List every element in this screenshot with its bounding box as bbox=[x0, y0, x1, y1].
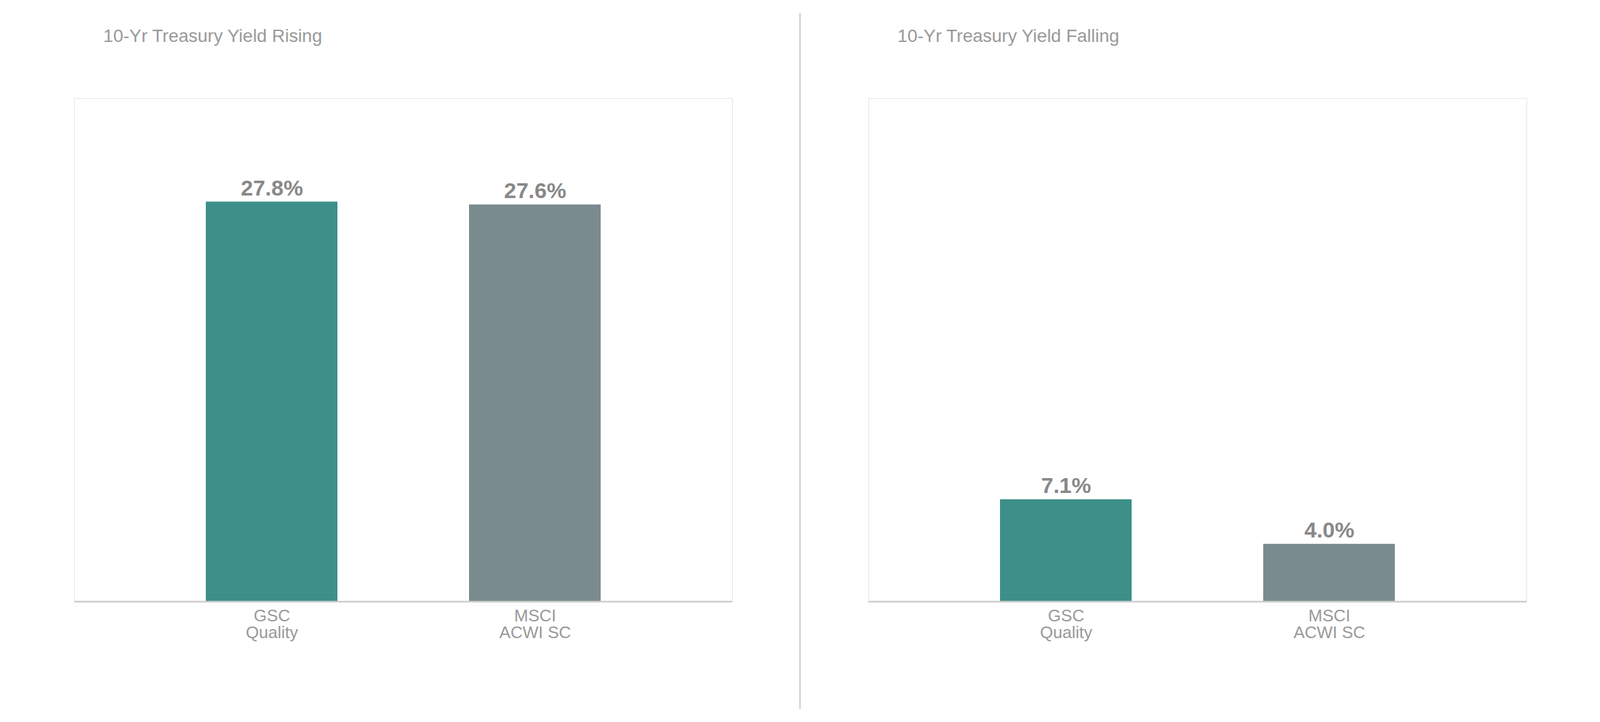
svg-text:4.0%: 4.0% bbox=[1303, 517, 1355, 542]
svg-text:27.8%: 27.8% bbox=[240, 175, 303, 200]
html-text:10-Yr Treasury Yield Rising: 10-Yr Treasury Yield Rising bbox=[103, 25, 323, 46]
svg-text:7.1%: 7.1% bbox=[1040, 472, 1091, 498]
svg-text:GSCQuality: GSCQuality bbox=[245, 605, 299, 642]
svg-text:27.6%: 27.6% bbox=[503, 178, 566, 203]
html-text:10-Yr Treasury Yield Falling: 10-Yr Treasury Yield Falling bbox=[897, 25, 1120, 46]
svg-text:MSCIACWI SC: MSCIACWI SC bbox=[498, 605, 571, 642]
svg-text:MSCIACWI SC: MSCIACWI SC bbox=[1292, 605, 1365, 642]
svg-text:GSCQuality: GSCQuality bbox=[1040, 605, 1093, 642]
